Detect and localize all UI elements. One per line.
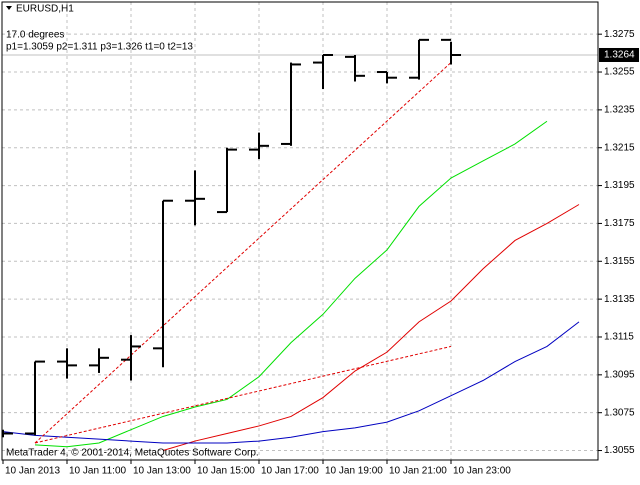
- y-tick-label: 1.3075: [604, 407, 635, 418]
- y-tick-label: 1.3215: [604, 142, 635, 153]
- y-tick-label: 1.3135: [604, 294, 635, 305]
- footer: MetaTrader 4, © 2001-2014, MetaQuotes So…: [6, 448, 259, 459]
- ma-line: [2, 321, 580, 444]
- x-tick-label: 10 Jan 21:00: [389, 466, 447, 477]
- x-tick-label: 10 Jan 2013: [5, 466, 60, 477]
- y-tick-label: 1.3175: [604, 218, 635, 229]
- x-tick-label: 10 Jan 15:00: [197, 466, 255, 477]
- menu-triangle: [6, 6, 12, 10]
- current-price-label: 1.3264: [604, 50, 635, 61]
- annotation: p1=1.3059 p2=1.311 p3=1.326 t1=0 t2=13: [6, 42, 193, 53]
- y-tick-label: 1.3115: [604, 332, 634, 343]
- y-tick-label: 1.3055: [604, 445, 635, 456]
- current-price-box: [599, 47, 639, 62]
- marks: [2, 38, 580, 452]
- y-tick-label: 1.3195: [604, 180, 635, 191]
- ma-line: [162, 204, 580, 452]
- x-tick-label: 10 Jan 23:00: [453, 466, 511, 477]
- trendline: [34, 345, 452, 444]
- x-tick-label: 10 Jan 17:00: [261, 466, 319, 477]
- y-tick-label: 1.3275: [604, 29, 635, 40]
- y-tick-label: 1.3155: [604, 256, 635, 267]
- x-tick-label: 10 Jan 11:00: [69, 466, 127, 477]
- x-tick-label: 10 Jan 19:00: [325, 466, 383, 477]
- symbol-label: EURUSD,H1: [16, 4, 74, 15]
- x-tick-label: 10 Jan 13:00: [133, 466, 191, 477]
- plot-frame: [1, 1, 599, 461]
- y-tick-label: 1.3095: [604, 369, 635, 380]
- y-tick-label: 1.3235: [604, 105, 635, 116]
- annotation: 17.0 degrees: [6, 30, 64, 41]
- grid: [2, 2, 598, 460]
- trendline: [34, 62, 452, 444]
- y-tick-label: 1.3255: [604, 67, 635, 78]
- ma-line: [34, 120, 548, 448]
